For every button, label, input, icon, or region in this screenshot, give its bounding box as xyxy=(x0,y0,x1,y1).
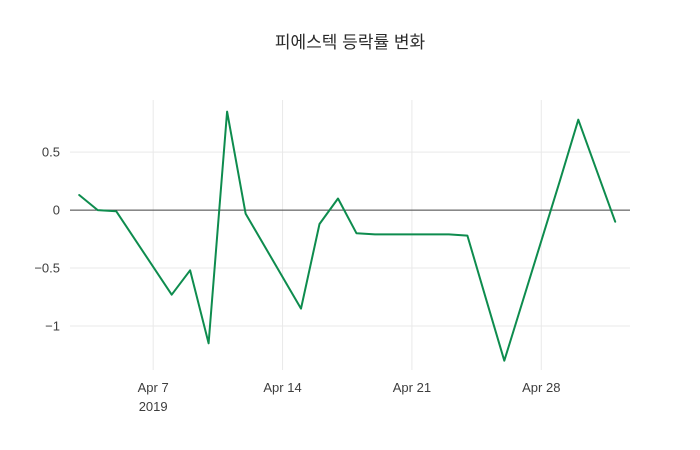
y-tick-label: 0 xyxy=(53,203,60,218)
x-tick-label: Apr 21 xyxy=(393,380,431,395)
x-tick-label: Apr 28 xyxy=(522,380,560,395)
y-axis-tick-labels: 0.5 0 −0.5 −1 xyxy=(34,145,60,334)
x-tick-sub-label: 2019 xyxy=(139,399,168,414)
y-tick-label: 0.5 xyxy=(42,145,60,160)
y-tick-label: −0.5 xyxy=(34,261,60,276)
y-tick-label: −1 xyxy=(45,318,60,333)
chart-title: 피에스텍 등락률 변화 xyxy=(275,33,426,52)
series-line xyxy=(78,110,617,362)
series-line-group xyxy=(78,110,617,362)
x-tick-label: Apr 7 xyxy=(138,380,169,395)
x-tick-label: Apr 14 xyxy=(263,380,301,395)
x-axis-tick-labels: Apr 7 2019 Apr 14 Apr 21 Apr 28 xyxy=(138,380,561,414)
